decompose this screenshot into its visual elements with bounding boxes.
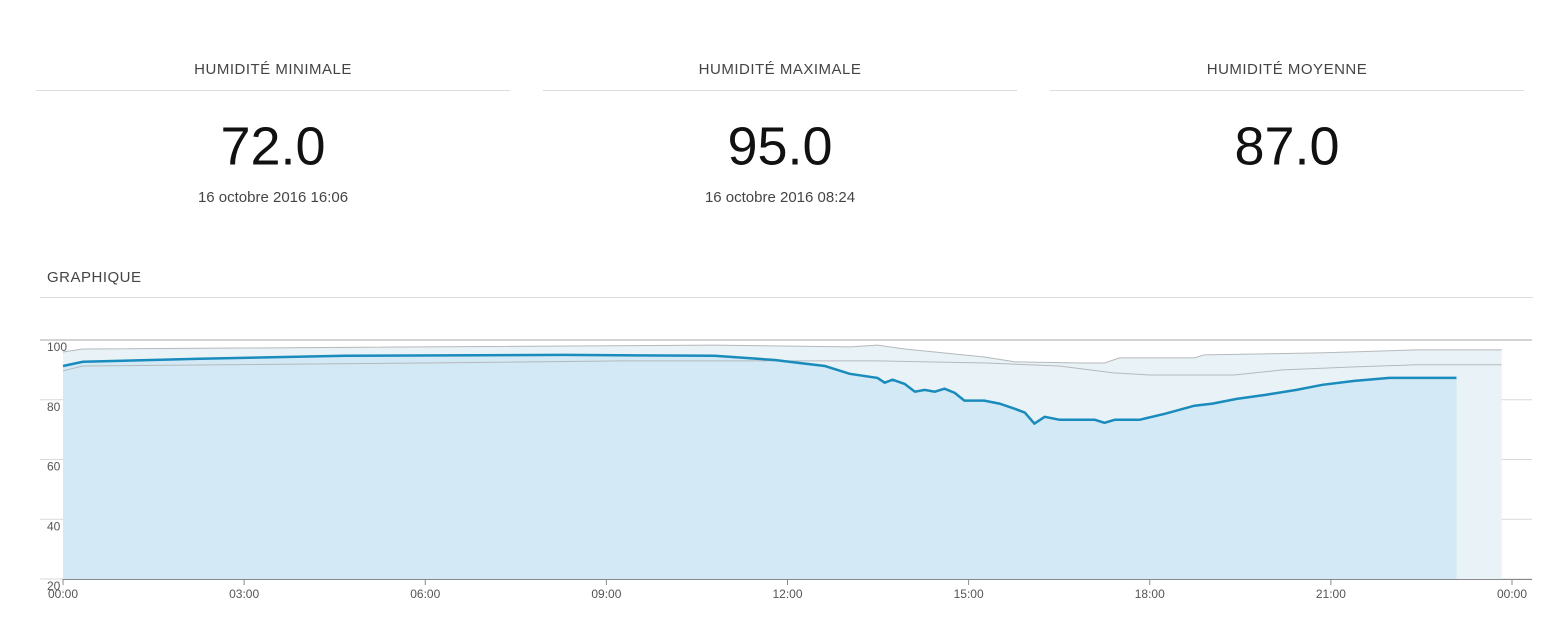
card-value: 72.0 bbox=[220, 116, 325, 176]
band-line bbox=[62, 360, 1502, 376]
y-tick-label: 80 bbox=[47, 400, 61, 414]
card-title: HUMIDITÉ MOYENNE bbox=[1207, 61, 1368, 78]
x-tick-label: 21:00 bbox=[1316, 587, 1346, 601]
card-date: 16 octobre 2016 16:06 bbox=[198, 189, 348, 206]
y-tick-label: 60 bbox=[47, 460, 61, 474]
card-value: 87.0 bbox=[1234, 116, 1339, 176]
humidity-line bbox=[62, 353, 1457, 426]
band-line bbox=[62, 344, 1502, 364]
x-tick-label: 12:00 bbox=[772, 587, 802, 601]
y-tick-label: 100 bbox=[47, 340, 67, 354]
x-tick-label: 00:00 bbox=[1497, 587, 1527, 601]
x-tick-label: 09:00 bbox=[591, 587, 621, 601]
x-tick-label: 03:00 bbox=[229, 587, 259, 601]
y-tick-label: 20 bbox=[47, 579, 61, 593]
card-title: HUMIDITÉ MAXIMALE bbox=[699, 61, 862, 78]
humidity-area bbox=[63, 354, 1457, 579]
x-tick-label: 15:00 bbox=[954, 587, 984, 601]
card-value: 95.0 bbox=[727, 116, 832, 176]
section-title: GRAPHIQUE bbox=[47, 269, 142, 286]
y-tick-label: 40 bbox=[47, 519, 61, 533]
x-tick-label: 18:00 bbox=[1135, 587, 1165, 601]
card-date: 16 octobre 2016 08:24 bbox=[705, 189, 855, 206]
x-tick-label: 06:00 bbox=[410, 587, 440, 601]
x-tick-label: 00:00 bbox=[48, 587, 78, 601]
card-title: HUMIDITÉ MINIMALE bbox=[194, 61, 352, 78]
